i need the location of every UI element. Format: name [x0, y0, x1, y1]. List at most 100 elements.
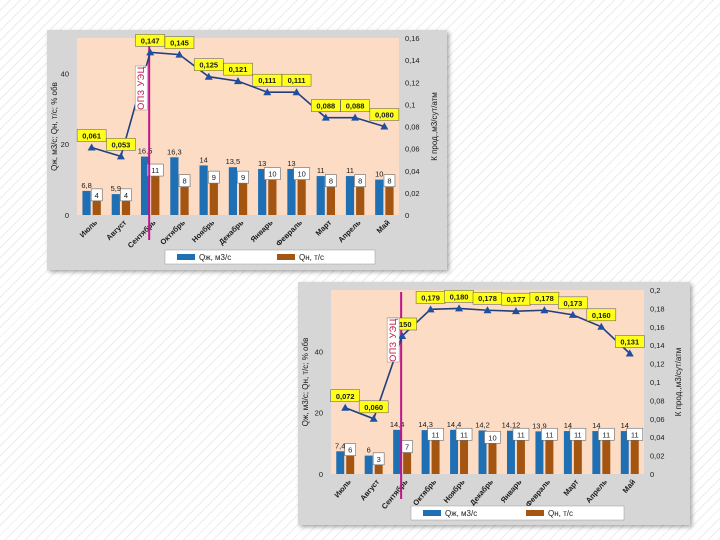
- c2-qzh-value-label: 14: [592, 421, 600, 430]
- c1-y2-tick-label: 0,02: [405, 189, 420, 198]
- c1-category-label: Январь: [249, 218, 275, 244]
- c2-category-label: Март: [561, 477, 580, 497]
- c1-k-label-box: [252, 73, 283, 87]
- c1-y2-tick-label: 0,14: [405, 56, 420, 65]
- c1-qn-label-box: [120, 188, 132, 202]
- c1-category-label: Сентябрь: [126, 218, 158, 250]
- chart-panel-1: 0 20 40 0 0,02 0,04 0,06 0,08 0,1 0,12 0,14 0,16 Qж,…: [47, 30, 447, 270]
- c1-k-marker: [292, 88, 301, 96]
- c1-k-label-box: [311, 99, 341, 112]
- c1-bar-qzh: [199, 165, 208, 215]
- c2-opz-label-box: [386, 317, 400, 363]
- c1-qzh-value-label: 13: [287, 159, 295, 168]
- c2-category-label: Май: [621, 477, 638, 495]
- c2-legend-box: [410, 505, 625, 521]
- c2-y2-tick-label: 0,04: [650, 433, 665, 442]
- c2-qn-label-box: [626, 427, 644, 441]
- c2-y2-tick-label: 0,1: [650, 378, 660, 387]
- c2-qn-value-label: 11: [631, 430, 639, 439]
- c2-category-label: Январь: [499, 477, 524, 504]
- c2-qn-value-label: 6: [348, 446, 352, 455]
- c2-qn-label-box: [541, 427, 558, 441]
- c1-qzh-value-label: 16,5: [138, 147, 153, 156]
- c1-qn-label-box: [146, 163, 164, 177]
- c2-y2-tick-label: 0,2: [650, 286, 660, 295]
- c1-qzh-value-label: 11: [317, 166, 325, 175]
- c1-qn-value-label: 8: [358, 177, 362, 186]
- c1-k-value-label: 0,147: [141, 36, 160, 45]
- c1-qn-value-label: 10: [297, 170, 305, 179]
- c1-bar-qzh: [258, 168, 267, 215]
- c2-k-marker: [483, 306, 492, 314]
- c2-qn-value-label: 11: [432, 430, 440, 439]
- c2-legend-swatch-qzh: [423, 510, 441, 516]
- c2-bar-qn: [374, 464, 383, 474]
- c2-category-label: Февраль: [524, 477, 553, 509]
- c1-bar-qn: [385, 186, 394, 215]
- c2-bar-qzh: [592, 431, 601, 474]
- c1-y-axis-title: Qж, м3/с; Qн, т/с; % обв: [50, 82, 59, 171]
- c1-y-tick-label: 0: [65, 211, 69, 220]
- c1-qn-label-box: [383, 174, 396, 187]
- c2-k-marker: [341, 403, 350, 411]
- c2-category-label: Сентябрь: [380, 477, 410, 511]
- c1-k-marker: [263, 88, 272, 96]
- c1-k-value-label: 0,088: [346, 102, 365, 111]
- c1-k-marker: [321, 113, 330, 121]
- c2-bar-qzh: [478, 430, 487, 474]
- chart-2-svg: 0 20 40 0 0,02 0,04 0,06 0,08 0,1 0,12 0,14 0,16 0,1…: [301, 286, 683, 521]
- c1-bar-qzh: [170, 157, 179, 215]
- c2-qn-label-box: [569, 427, 587, 441]
- c2-bar-qn: [488, 443, 497, 474]
- c2-y-tick-label: 0: [319, 470, 323, 479]
- c2-k-marker: [455, 304, 464, 312]
- c1-qzh-value-label: 11: [346, 166, 354, 175]
- c2-qn-value-label: 11: [517, 430, 525, 439]
- c1-opz-label: ОПЗ УЭЦ: [136, 66, 146, 110]
- c1-k-value-label: 0,080: [375, 111, 394, 120]
- c2-legend-swatch-qn: [526, 510, 544, 516]
- c2-bar-qzh: [450, 429, 459, 474]
- c2-k-label-box: [586, 308, 617, 322]
- c2-bar-qn: [431, 440, 440, 474]
- c1-y2-axis-title: К прод.,м3/сут/атм: [430, 92, 439, 161]
- c1-bar-qzh: [345, 176, 355, 215]
- c1-qn-value-label: 9: [241, 173, 245, 182]
- c2-qzh-value-label: 13,9: [532, 421, 547, 430]
- c2-qn-value-label: 3: [377, 455, 381, 464]
- c2-qzh-value-label: 14,4: [390, 420, 405, 429]
- c2-k-value-label: 0,173: [563, 299, 582, 308]
- c2-k-value-label: 0,060: [364, 403, 383, 412]
- c1-qn-label-box: [264, 167, 281, 180]
- c1-bar-qn: [151, 176, 160, 215]
- c2-bar-qn: [602, 440, 611, 474]
- c1-qn-label-box: [325, 174, 337, 187]
- c2-k-marker: [511, 307, 520, 315]
- c1-qn-value-label: 10: [268, 170, 276, 179]
- c1-legend-box: [164, 249, 376, 265]
- c2-k-value-label: 0,072: [336, 392, 355, 401]
- c2-bar-qzh: [364, 455, 373, 474]
- c2-qzh-value-label: 7,4: [335, 441, 345, 450]
- c2-k-value-label: 0,178: [478, 294, 497, 303]
- c2-qn-value-label: 11: [460, 430, 468, 439]
- c1-bar-qzh: [140, 156, 150, 215]
- c1-qzh-value-label: 13: [258, 159, 266, 168]
- c2-k-label-box: [330, 389, 360, 403]
- c2-y2-tick-label: 0,14: [650, 341, 665, 350]
- c1-k-value-label: 0,145: [170, 39, 189, 48]
- c1-k-value-label: 0,111: [258, 76, 276, 85]
- c2-k-value-label: 0,180: [450, 292, 469, 301]
- c1-bar-qn: [239, 183, 248, 215]
- c1-qn-value-label: 9: [212, 173, 216, 182]
- c1-legend-swatch-qzh: [177, 254, 195, 260]
- c2-y2-tick-label: 0,18: [650, 304, 665, 313]
- c2-legend-label-qzh: Qж, м3/с: [445, 509, 477, 518]
- c2-qn-value-label: 11: [545, 430, 553, 439]
- c1-category-label: Май: [375, 218, 392, 235]
- c2-bar-qzh: [421, 430, 430, 474]
- c1-bar-qn: [92, 200, 101, 215]
- c1-qn-value-label: 8: [329, 177, 333, 186]
- c2-k-value-label: 0,150: [393, 320, 412, 329]
- c2-y2-tick-label: 0,02: [650, 452, 665, 461]
